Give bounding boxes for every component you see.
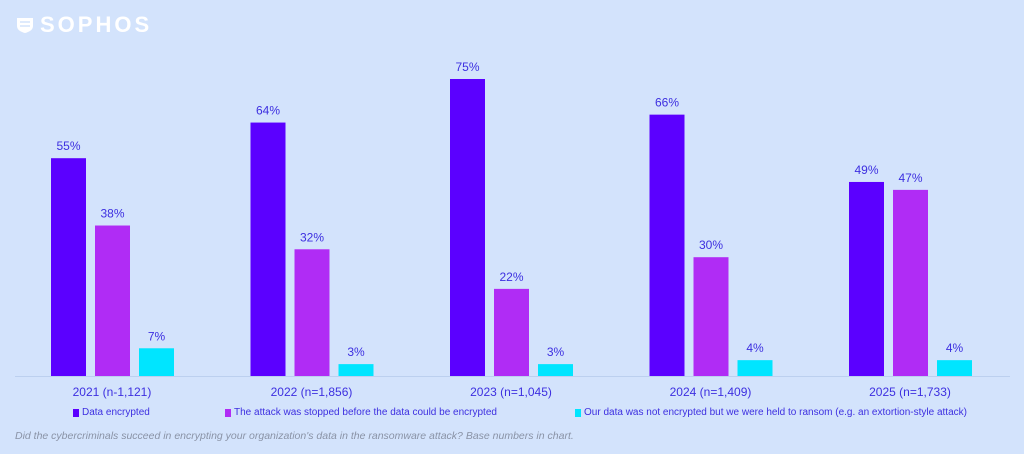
shield-icon <box>17 18 33 33</box>
data-label: 49% <box>854 163 878 177</box>
bar-2023-series-2 <box>538 364 573 376</box>
legend-item-1: The attack was stopped before the data c… <box>225 407 497 418</box>
logo-text: SOPHOS <box>40 12 153 37</box>
legend-swatch <box>225 408 231 417</box>
data-label: 7% <box>148 329 166 343</box>
x-tick-label: 2025 (n=1,733) <box>869 385 951 399</box>
legend-swatch <box>73 408 79 417</box>
data-label: 66% <box>655 96 679 110</box>
bar-2023-series-0 <box>450 79 485 376</box>
legend-swatch <box>575 408 581 417</box>
bar-2024-series-0 <box>649 114 685 376</box>
bar-2023-series-1 <box>494 288 529 376</box>
bar-2024-series-1 <box>693 257 729 376</box>
bar-2021-series-1 <box>95 225 130 376</box>
data-label: 47% <box>898 171 922 185</box>
data-label: 30% <box>699 238 723 252</box>
bar-2022-series-2 <box>338 364 374 376</box>
x-tick-label: 2023 (n=1,045) <box>470 385 552 399</box>
bar-2025-series-1 <box>893 189 928 376</box>
bar-2021-series-2 <box>139 348 174 376</box>
x-tick-label: 2024 (n=1,409) <box>670 385 752 399</box>
data-label: 22% <box>499 270 523 284</box>
legend-label: The attack was stopped before the data c… <box>234 407 497 418</box>
data-label: 4% <box>746 341 764 355</box>
data-label: 3% <box>547 345 565 359</box>
bar-chart: 55% 38% 7% 2021 (n-1,121) 64% 32% 3% 2022 (n=1,… <box>15 60 1010 399</box>
data-label: 55% <box>56 139 80 153</box>
data-label: 3% <box>347 345 365 359</box>
chart-caption: Did the cybercriminals succeed in encryp… <box>15 430 574 442</box>
legend-label: Data encrypted <box>82 407 150 418</box>
data-label: 38% <box>100 207 124 221</box>
x-tick-label: 2021 (n-1,121) <box>73 385 152 399</box>
x-tick-label: 2022 (n=1,856) <box>271 385 353 399</box>
data-label: 64% <box>256 104 280 118</box>
bar-2024-series-2 <box>737 360 773 376</box>
sophos-logo: SOPHOS <box>16 12 152 38</box>
data-label: 4% <box>946 341 964 355</box>
bar-2021-series-0 <box>51 158 86 376</box>
legend-item-0: Data encrypted <box>73 407 150 418</box>
legend-item-2: Our data was not encrypted but we were h… <box>575 407 967 418</box>
bar-2022-series-0 <box>250 122 286 376</box>
bar-2025-series-2 <box>937 360 972 376</box>
data-label: 32% <box>300 230 324 244</box>
bar-2025-series-0 <box>849 181 884 376</box>
bar-2022-series-1 <box>294 249 330 376</box>
legend-label: Our data was not encrypted but we were h… <box>584 407 967 418</box>
data-label: 75% <box>455 60 479 74</box>
